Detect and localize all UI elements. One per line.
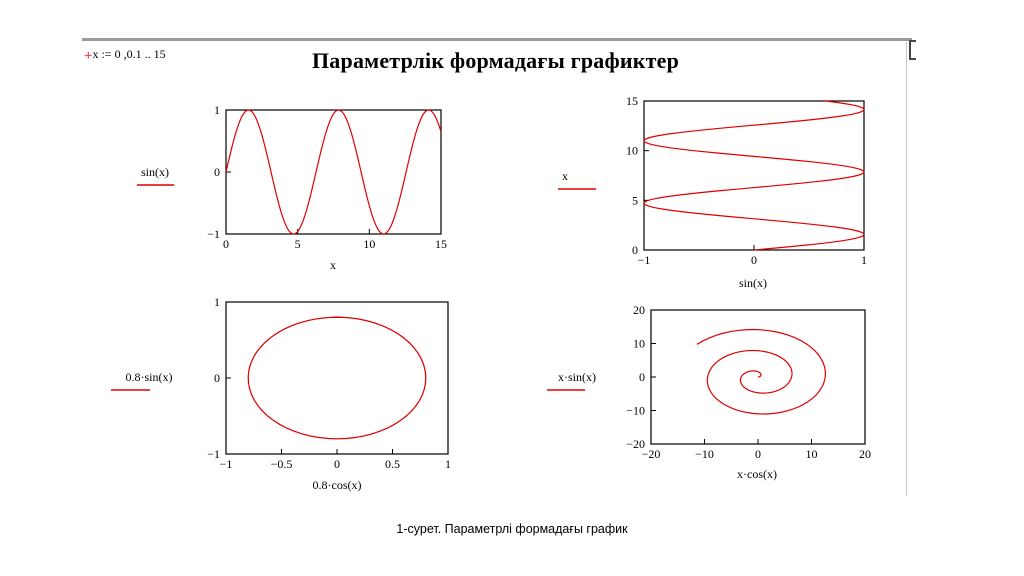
x-tick-label: 15 bbox=[435, 237, 447, 251]
x-tick-label: 0 bbox=[755, 447, 761, 461]
x-tick-label: 0 bbox=[751, 253, 757, 267]
y-axis-label: x bbox=[562, 169, 568, 183]
plot-frame bbox=[225, 301, 449, 455]
x-axis-label: x·cos(x) bbox=[737, 467, 777, 481]
y-tick-label: −20 bbox=[626, 437, 645, 451]
y-tick-label: 0 bbox=[632, 243, 638, 257]
y-tick-label: 10 bbox=[626, 144, 638, 158]
plot-3: −1 −0.5 0 0.5 1 −1 0 1 0.8·cos(x) 0.8·sin(x) bbox=[111, 295, 451, 492]
y-tick-label: −10 bbox=[626, 404, 645, 418]
plot-4: −20 −10 0 10 20 −20 −10 0 10 20 x·cos(x) x·sin(x) bbox=[547, 303, 871, 481]
x-tick-label: 0.5 bbox=[385, 457, 400, 471]
plot-frame bbox=[225, 109, 442, 235]
y-tick-label: 0 bbox=[214, 165, 220, 179]
x-tick-label: 10 bbox=[806, 447, 818, 461]
x-tick-label: 0 bbox=[223, 237, 229, 251]
y-tick-label: 0 bbox=[214, 371, 220, 385]
x-tick-label: 1 bbox=[861, 253, 867, 267]
range-definition-text: x := 0 ,0.1 .. 15 bbox=[92, 47, 166, 61]
crosshair-marker-icon: + bbox=[84, 48, 93, 64]
x-axis-label: sin(x) bbox=[739, 276, 767, 290]
y-tick-label: 5 bbox=[632, 193, 638, 207]
x-axis-label: 0.8·cos(x) bbox=[313, 478, 362, 492]
worksheet-right-edge bbox=[906, 42, 907, 496]
page-title: Параметрлік формадағы графиктер bbox=[312, 48, 680, 73]
figure-caption: 1-сурет. Параметрлі формадағы график bbox=[396, 522, 628, 536]
page-break-bracket bbox=[909, 40, 916, 60]
y-tick-label: 15 bbox=[626, 94, 638, 108]
x-tick-label: 20 bbox=[859, 447, 871, 461]
y-tick-label: 1 bbox=[214, 103, 220, 117]
worksheet bbox=[82, 38, 912, 499]
x-tick-label: 1 bbox=[445, 457, 451, 471]
series-line bbox=[643, 100, 865, 251]
y-axis-label: x·sin(x) bbox=[558, 370, 596, 384]
y-tick-label: 1 bbox=[214, 295, 220, 309]
series-line bbox=[247, 316, 427, 440]
series-line bbox=[225, 109, 442, 235]
x-tick-label: 10 bbox=[363, 237, 375, 251]
x-tick-label: −20 bbox=[642, 447, 661, 461]
x-tick-label: 0 bbox=[334, 457, 340, 471]
y-axis-label: 0.8·sin(x) bbox=[126, 370, 173, 384]
x-axis-label: x bbox=[330, 258, 336, 272]
y-axis-label: sin(x) bbox=[141, 165, 169, 179]
x-tick-label: −1 bbox=[638, 253, 651, 267]
x-tick-label: −1 bbox=[220, 457, 233, 471]
range-variable-definition[interactable]: +x := 0 ,0.1 .. 15 bbox=[84, 46, 166, 64]
x-tick-label: −0.5 bbox=[271, 457, 293, 471]
y-tick-label: −1 bbox=[207, 447, 220, 461]
plot-frame bbox=[643, 100, 865, 251]
series-line bbox=[696, 328, 826, 415]
y-tick-label: 0 bbox=[639, 370, 645, 384]
x-tick-label: 5 bbox=[295, 237, 301, 251]
y-tick-label: 10 bbox=[633, 337, 645, 351]
x-tick-label: −10 bbox=[695, 447, 714, 461]
y-tick-label: 20 bbox=[633, 303, 645, 317]
y-tick-label: −1 bbox=[207, 227, 220, 241]
